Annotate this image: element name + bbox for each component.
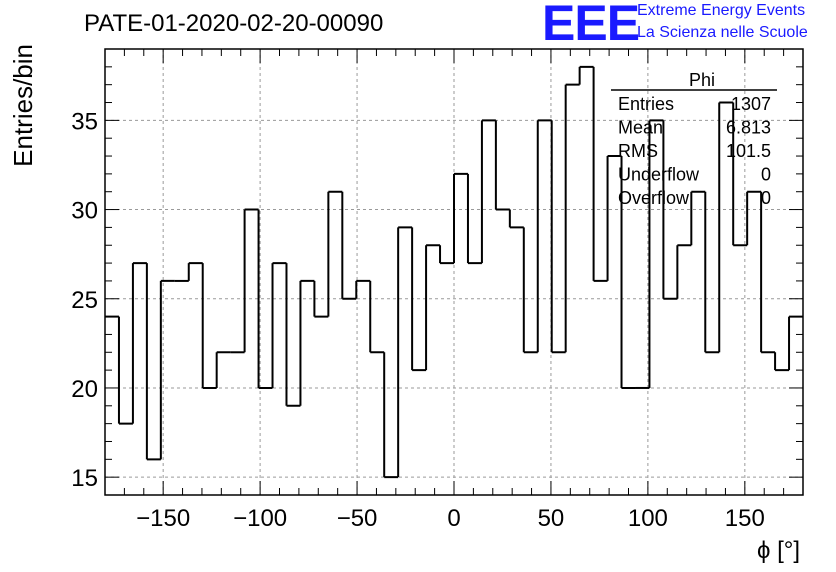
chart-title: PATE-01-2020-02-20-00090 [84,10,384,37]
histogram-bin [760,191,776,354]
stats-row-label: Entries [618,94,674,114]
stats-row-label: RMS [618,141,658,161]
histogram-bin [425,244,441,371]
stats-row-value: 6.813 [726,118,771,138]
y-tick-label: 35 [71,108,98,135]
histogram-bin [215,351,231,388]
histogram-bin [606,155,622,281]
histogram-bin [439,245,454,265]
histogram-bin [145,263,161,461]
x-axis-title: ϕ [°] [757,537,800,564]
histogram-bin [466,173,482,265]
histogram-bin [704,191,720,354]
histogram-bin [480,119,496,264]
x-tick-label: 50 [538,505,565,532]
logo-caption-line1: Extreme Energy Events [637,2,806,19]
histogram-bin [411,227,427,372]
histogram-bin [648,119,664,388]
x-tick-label: −100 [233,505,287,532]
histogram-bin [131,262,147,424]
histogram-bin [676,244,692,299]
stats-row-value: 1307 [731,94,771,114]
histogram-bin [522,227,538,354]
x-tick-label: −150 [136,505,190,532]
histogram-bin [508,209,524,229]
histogram-bin [383,352,399,479]
histogram-bin [662,120,678,300]
histogram-bin [550,120,566,354]
eee-logo: EEE [542,0,640,51]
histogram-bin [718,101,734,353]
stats-row-label: Overflow [618,188,690,208]
stats-row-value: 101.5 [726,141,771,161]
histogram-bin [355,279,371,299]
y-axis-title: Entries/bin [8,44,38,167]
histogram-bin [564,83,580,353]
histogram-bin [159,279,175,460]
stats-row-value: 0 [761,165,771,185]
axis-labels: −150 −100 −50 0 50 100 150 15 20 25 30 35 ϕ [°] Entri… [8,44,800,564]
histogram-bin [257,209,273,389]
stats-row-label: Underflow [618,165,700,185]
stats-box-title: Phi [689,70,715,90]
stats-row-label: Mean [618,118,663,138]
y-tick-label: 15 [71,465,98,492]
stats-row-value: 0 [761,188,771,208]
histogram-bin [201,263,217,389]
histogram [105,65,803,479]
histogram-bin [732,102,748,247]
x-tick-label: 150 [725,505,765,532]
y-tick-label: 30 [71,198,98,225]
logo-caption-line2: La Scienza nelle Scuole [637,24,808,41]
histogram-bin [774,352,790,372]
histogram-bin [285,263,301,407]
histogram-bin [243,208,259,353]
histogram-bin [327,190,343,317]
histogram-bin [746,190,762,246]
histogram-bin [397,226,413,478]
axis-ticks [104,48,804,496]
histogram-bin [620,156,636,389]
y-tick-label: 20 [71,376,98,403]
histogram-bin [578,65,594,85]
histogram-bin [341,191,357,300]
histogram-bin [494,120,510,211]
histogram-bin [117,316,133,425]
grid-lines [105,49,803,495]
histogram-bin [369,280,385,354]
histogram-bin [187,262,203,281]
y-tick-label: 25 [71,287,98,314]
x-tick-label: 100 [628,505,668,532]
stats-box: Phi Entries 1307 Mean 6.813 RMS 101.5 Underflow… [611,70,777,208]
histogram-bin [271,262,287,388]
histogram-bin [788,315,803,371]
histogram-bin [313,280,329,318]
x-tick-label: 0 [447,505,460,532]
x-tick-label: −50 [337,505,378,532]
histogram-bin [690,190,706,246]
histogram-bin [536,119,552,353]
histogram-bin [453,172,468,264]
histogram-bin [592,66,608,282]
histogram-bin [299,279,315,406]
